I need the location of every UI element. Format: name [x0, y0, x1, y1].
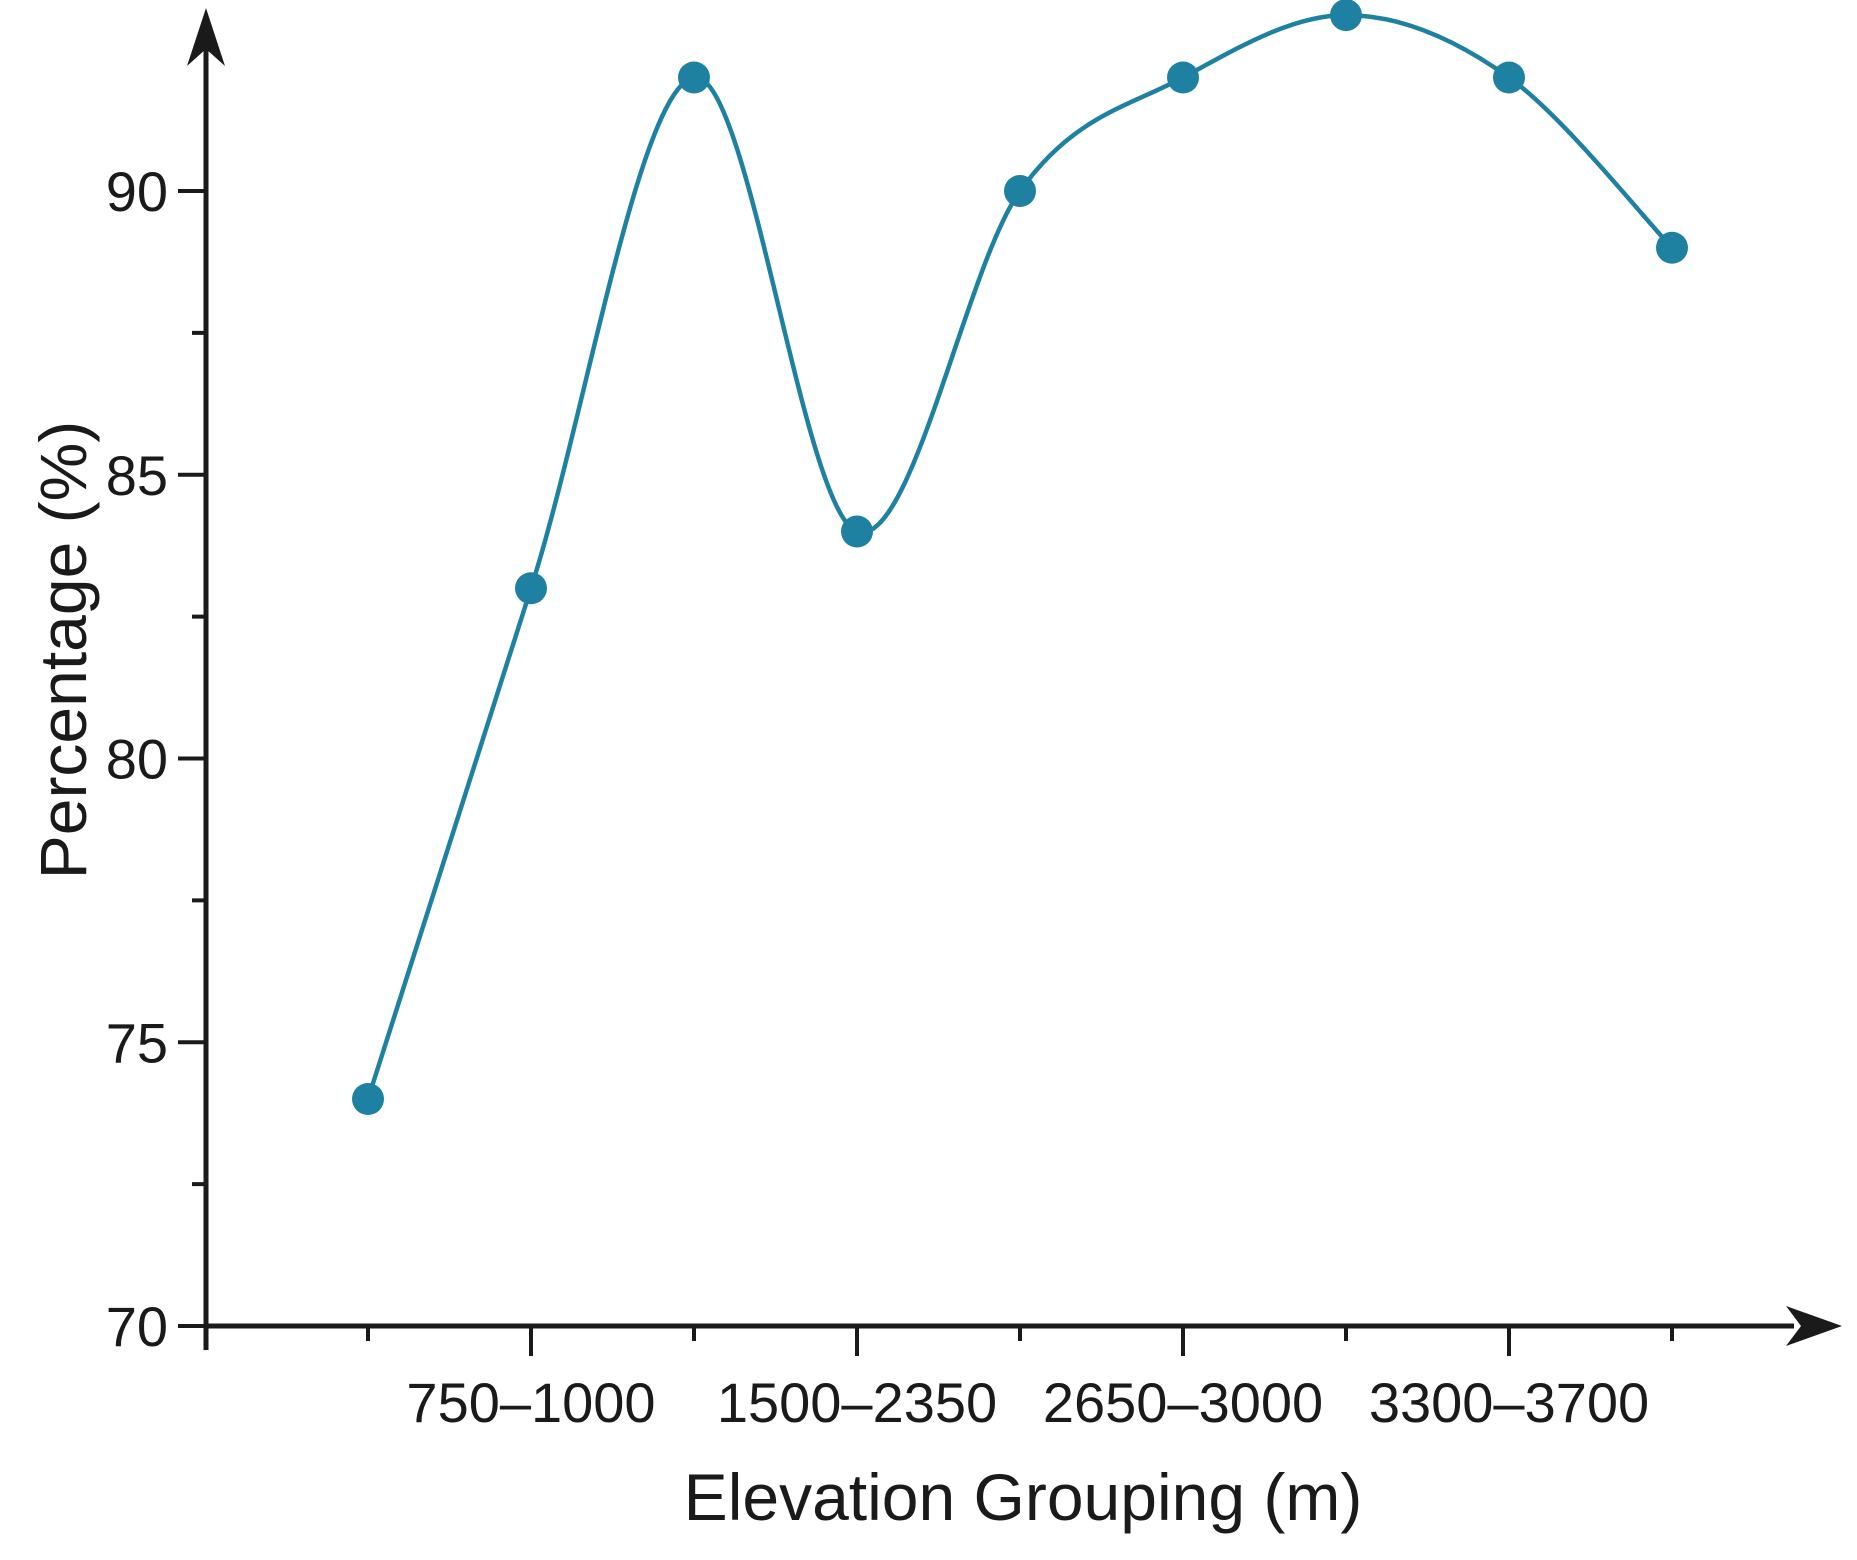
series-group — [352, 0, 1688, 1115]
y-tick-label: 90 — [106, 160, 168, 223]
x-tick-label: 2650–3000 — [1043, 1371, 1323, 1434]
y-tick-label: 70 — [106, 1295, 168, 1358]
x-axis-arrow-icon — [1786, 1306, 1842, 1346]
data-point-marker — [1330, 0, 1362, 32]
data-point-marker — [1493, 61, 1525, 94]
data-point-marker — [1656, 231, 1688, 264]
x-axis-title: Elevation Grouping (m) — [684, 1460, 1363, 1534]
y-axis-arrow-icon — [187, 8, 225, 66]
data-point-marker — [841, 515, 873, 548]
data-point-marker — [1167, 61, 1199, 94]
y-tick-label: 75 — [106, 1011, 168, 1074]
x-tick-label: 1500–2350 — [717, 1371, 997, 1434]
data-point-marker — [678, 61, 710, 94]
y-axis-title: Percentage (%) — [26, 421, 100, 880]
y-tick-label: 80 — [106, 728, 168, 791]
data-point-marker — [1004, 175, 1036, 207]
x-tick-label: 3300–3700 — [1369, 1371, 1649, 1434]
y-tick-label: 85 — [106, 444, 168, 507]
x-tick-label: 750–1000 — [406, 1371, 655, 1434]
data-point-marker — [515, 572, 547, 605]
axis-ticks-group — [178, 189, 1674, 1356]
axes-group — [187, 8, 1842, 1350]
data-point-marker — [352, 1083, 384, 1115]
tick-labels-group: 70 75 80 85 90 750–1000 1500–2350 2650–3000 3300… — [106, 160, 1649, 1434]
series-line — [365, 12, 1674, 1100]
